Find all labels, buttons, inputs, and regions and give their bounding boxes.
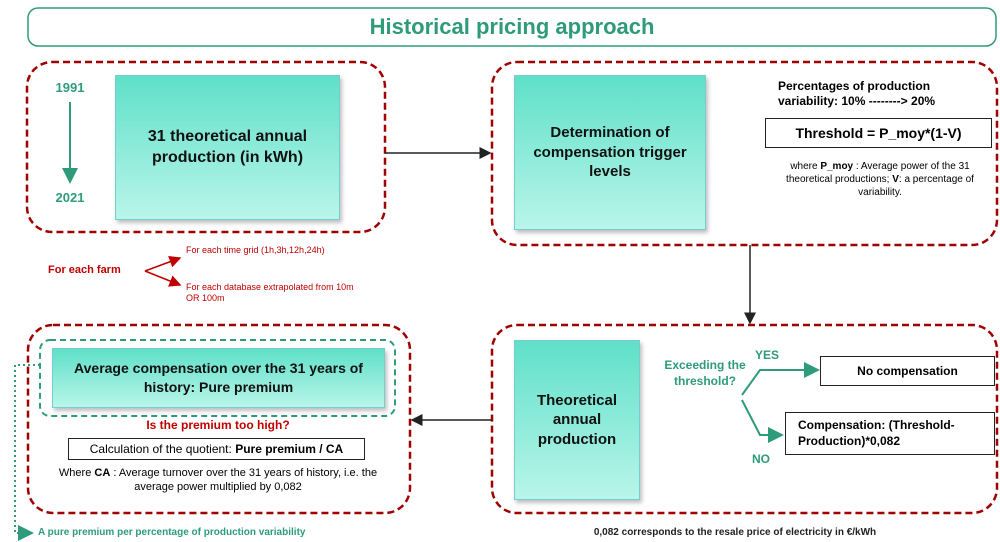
yes-arrow xyxy=(741,362,820,396)
year: 2021 xyxy=(55,190,85,205)
no-result: Compensation: (Threshold-Production)*0,0… xyxy=(785,412,995,455)
variability-text: Percentages of production variability: 1… xyxy=(778,79,936,108)
branch-text: For each time grid (1h,3h,12h,24h) xyxy=(186,245,325,255)
threshold-formula: Threshold = P_moy*(1-V) xyxy=(765,118,992,148)
text: P_moy xyxy=(820,161,854,172)
yes-label: YES xyxy=(755,348,780,362)
text: where xyxy=(790,161,821,172)
text: : Average power of the 31 theoretical pr… xyxy=(786,161,970,185)
title-frame xyxy=(27,7,997,47)
premium-frame xyxy=(39,339,396,417)
footer-left: A pure premium per percentage of product… xyxy=(38,527,306,538)
text: CA xyxy=(94,467,111,479)
trigger-box: Determination of compensation trigger le… xyxy=(514,75,706,230)
group-frame xyxy=(25,60,387,234)
no-label: NO xyxy=(752,452,770,466)
group-frame xyxy=(490,60,999,247)
quotient-box: Calculation of the quotient: Pure premiu… xyxy=(68,438,365,460)
branch-text: For each database extrapolated from 10m … xyxy=(186,282,354,303)
group-frame xyxy=(490,323,999,515)
text: V xyxy=(892,174,899,185)
branch-arrow xyxy=(144,270,182,287)
text: : Average turnover over the 31 years of … xyxy=(110,467,378,494)
farm-label: For each farm xyxy=(48,264,121,276)
theoretical-box: Theoretical annual production xyxy=(514,340,640,500)
title: Historical pricing approach xyxy=(369,14,655,39)
no-arrow xyxy=(741,399,784,443)
decision-question: Exceeding the threshold? xyxy=(664,358,746,388)
premium-question: Is the premium too high? xyxy=(146,418,290,432)
year: 1991 xyxy=(55,80,85,95)
branch-arrow xyxy=(144,256,182,272)
footer-right: 0,082 corresponds to the resale price of… xyxy=(593,527,877,538)
text: : a percentage of variability. xyxy=(858,174,974,198)
threshold-note: where P_moy : Average power of the 31 th… xyxy=(770,160,990,199)
ca-note: Where CA : Average turnover over the 31 … xyxy=(55,466,381,495)
production-box: 31 theoretical annual production (in kWh… xyxy=(115,75,340,220)
premium-box: Average compensation over the 31 years o… xyxy=(52,348,385,408)
group-frame xyxy=(26,323,412,515)
text: Where xyxy=(58,467,95,479)
footer-arrow xyxy=(14,364,40,541)
text: Calculation of the quotient: xyxy=(89,442,232,456)
text: Pure premium / CA xyxy=(235,442,344,456)
yes-result: No compensation xyxy=(820,356,995,386)
